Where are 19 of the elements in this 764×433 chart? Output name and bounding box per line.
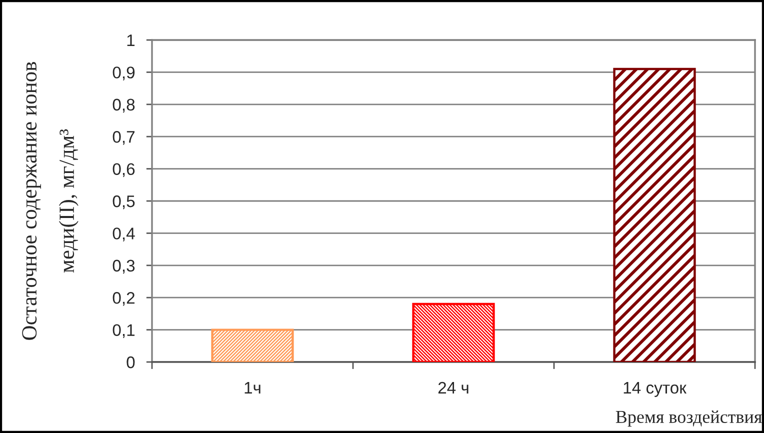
y-tick-label: 0,2 (112, 292, 134, 306)
y-tick-label: 0,5 (112, 195, 135, 210)
x-tick-label: 1ч (244, 382, 260, 394)
bar (211, 328, 294, 362)
bar (613, 68, 696, 362)
y-tick-label: 0,8 (112, 98, 135, 113)
y-tick-label: 0,9 (112, 66, 135, 80)
y-tick-label: 0,1 (112, 324, 135, 338)
y-tick-label: 1 (127, 34, 135, 46)
y-tick-label: 0,4 (112, 228, 135, 242)
y-axis-title: Остаточное содержание ионов меди(II), мг/дм³ (22, 62, 78, 340)
y-tick-label: 0,6 (112, 163, 135, 177)
y-tick-label: 0,7 (112, 131, 134, 145)
x-tick-label: 14 суток (624, 382, 687, 397)
bar (412, 302, 495, 362)
y-tick-label: 0,3 (112, 260, 135, 274)
y-tick-label: 0 (126, 356, 135, 368)
x-axis-title: Время воздействия (616, 410, 762, 427)
x-tick-label: 24 ч (438, 382, 468, 394)
